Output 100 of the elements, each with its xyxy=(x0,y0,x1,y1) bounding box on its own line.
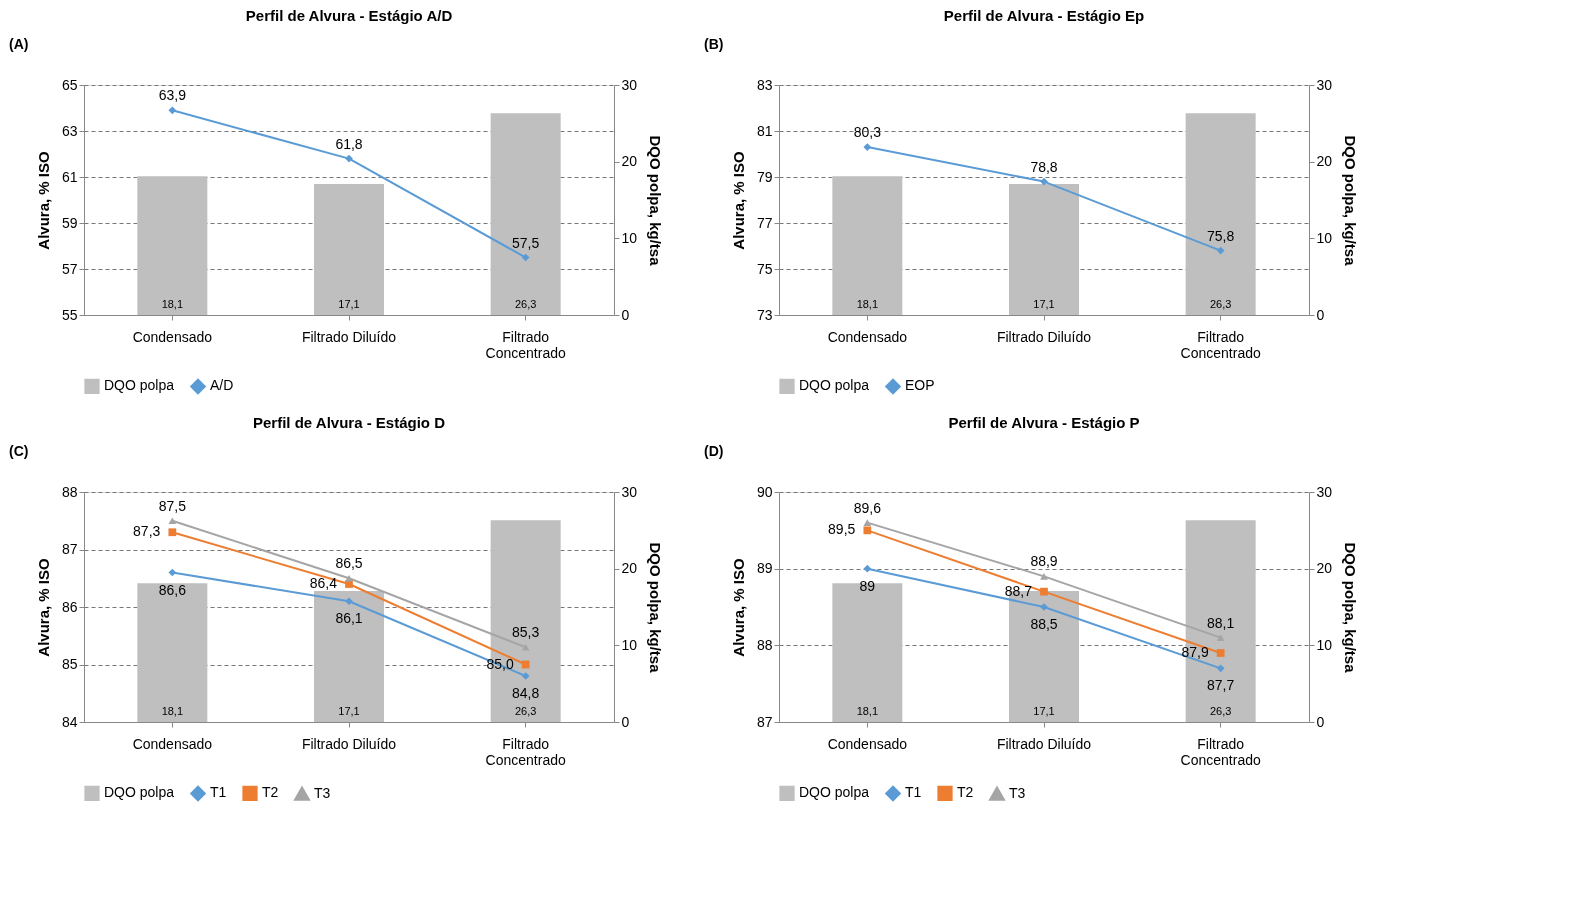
y-tick-label: 77 xyxy=(756,214,773,231)
y2-tick-label: 20 xyxy=(1316,560,1333,577)
data-label: 18,1 xyxy=(856,705,879,717)
y2-tick-label: 20 xyxy=(621,153,638,170)
data-label: 89,6 xyxy=(853,499,882,516)
x-tick-label: Filtrado Diluído xyxy=(301,735,397,752)
legend-label: T1 xyxy=(905,784,922,801)
y2-tick-label: 30 xyxy=(1316,76,1333,93)
text: (B) xyxy=(704,36,724,52)
y-tick-label: 87 xyxy=(61,541,78,557)
y-tick-label: 87 xyxy=(756,713,773,730)
y2-tick-label: 10 xyxy=(1316,636,1333,653)
y-axis-title: Alvura, % ISO xyxy=(729,150,747,250)
y2-tick-label: 10 xyxy=(1316,229,1333,246)
y2-axis-title: DQO polpa, kg/tsa xyxy=(647,135,665,267)
y-tick-label: 73 xyxy=(756,306,773,323)
y-tick-label: 86 xyxy=(61,598,78,615)
data-label: 87,3 xyxy=(133,523,161,540)
x-tick-label: Filtrado Diluído xyxy=(996,328,1092,345)
text: (C) xyxy=(9,443,29,459)
bar xyxy=(137,176,208,315)
point xyxy=(168,517,177,525)
point xyxy=(1216,634,1225,642)
y-tick-label: 59 xyxy=(61,214,78,231)
point xyxy=(1040,177,1048,186)
data-label: 84,8 xyxy=(512,685,540,701)
y-tick-label: 85 xyxy=(61,656,78,672)
legend-label: T3 xyxy=(314,784,331,801)
x-tick-label: Condensado xyxy=(132,735,213,752)
y-tick-label: 89 xyxy=(756,560,773,577)
point xyxy=(345,597,353,606)
text: (A) xyxy=(9,36,29,52)
data-label: 87,7 xyxy=(1207,677,1235,694)
data-label: 17,1 xyxy=(338,298,360,310)
y-axis-title: Alvura, % ISO xyxy=(34,150,52,250)
y2-axis-title: DQO polpa, kg/tsa xyxy=(1342,135,1360,267)
data-label: 85,3 xyxy=(512,624,540,641)
data-label: 18,1 xyxy=(161,705,184,717)
data-label: 86,5 xyxy=(335,555,363,572)
point xyxy=(1040,572,1048,580)
data-label: 87,9 xyxy=(1181,644,1209,660)
y-tick-label: 84 xyxy=(61,713,78,730)
bar xyxy=(490,113,561,315)
legend-label: DQO polpa xyxy=(799,784,870,801)
data-label: 26,3 xyxy=(514,705,537,717)
x-tick-label: Filtrado Concentrado xyxy=(485,328,566,361)
chart-title: Perfil de Alvura - Estágio D xyxy=(253,414,446,431)
data-label: 26,3 xyxy=(514,298,537,310)
chart-title: Perfil de Alvura - Estágio P xyxy=(948,414,1140,431)
x-tick-label: Condensado xyxy=(827,328,908,345)
data-label: 80,3 xyxy=(853,124,882,141)
y2-tick-label: 10 xyxy=(621,636,638,653)
bar xyxy=(314,183,384,315)
data-label: 85,0 xyxy=(486,655,514,672)
chart-title: Perfil de Alvura - Estágio Ep xyxy=(943,7,1145,24)
data-label: 17,1 xyxy=(338,705,360,717)
data-label: 86,4 xyxy=(309,575,338,591)
data-label: 26,3 xyxy=(1209,705,1232,717)
point xyxy=(1216,649,1225,657)
point xyxy=(863,526,872,535)
text: (D) xyxy=(704,443,724,459)
data-label: 88,1 xyxy=(1207,614,1235,631)
y2-tick-label: 0 xyxy=(621,713,630,730)
x-tick-label: Filtrado Concentrado xyxy=(1180,735,1261,768)
legend-label: DQO polpa xyxy=(104,784,175,801)
data-label: 75,8 xyxy=(1207,227,1235,244)
data-label: 26,3 xyxy=(1209,298,1232,310)
bar xyxy=(137,583,208,722)
bar xyxy=(314,590,384,722)
legend-label: T1 xyxy=(210,784,227,801)
data-label: 18,1 xyxy=(161,298,184,310)
legend-label: T3 xyxy=(1009,784,1026,801)
point xyxy=(1216,664,1225,673)
y-tick-label: 83 xyxy=(756,76,773,93)
y-tick-label: 61 xyxy=(61,168,78,185)
data-label: 89,5 xyxy=(828,521,856,538)
legend-label: DQO polpa xyxy=(104,377,175,394)
y-tick-label: 55 xyxy=(61,306,78,323)
point xyxy=(521,643,530,651)
data-label: 63,9 xyxy=(158,87,187,104)
x-tick-label: Filtrado Diluído xyxy=(301,328,397,345)
data-label: 88,5 xyxy=(1030,616,1058,632)
legend-label: T2 xyxy=(957,784,974,801)
bar xyxy=(832,176,903,315)
y-tick-label: 81 xyxy=(756,122,773,139)
data-label: 88,9 xyxy=(1030,553,1058,570)
y2-tick-label: 0 xyxy=(1316,306,1325,323)
point xyxy=(168,568,177,577)
point xyxy=(168,528,177,537)
data-label: 86,6 xyxy=(158,581,187,598)
y-tick-label: 88 xyxy=(756,636,773,653)
y-tick-label: 63 xyxy=(61,122,78,139)
point xyxy=(1216,246,1225,255)
y2-tick-label: 20 xyxy=(1316,153,1333,170)
y2-tick-label: 20 xyxy=(621,560,638,577)
x-tick-label: Filtrado Concentrado xyxy=(1180,328,1261,361)
point xyxy=(521,672,530,680)
y-axis-title: Alvura, % ISO xyxy=(34,557,52,657)
point xyxy=(863,564,872,573)
data-label: 86,1 xyxy=(335,610,363,627)
